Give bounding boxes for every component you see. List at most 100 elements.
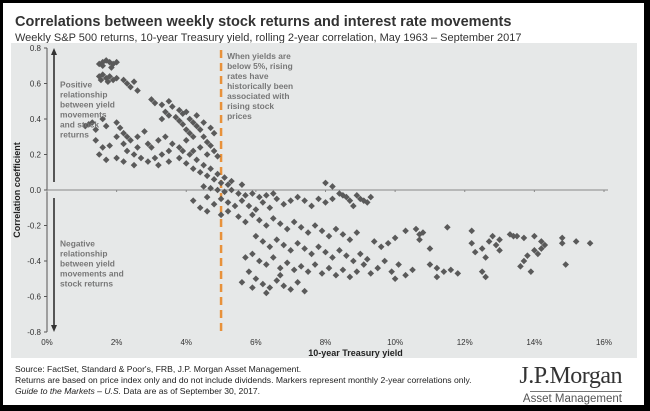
x-tick-label: 12% (457, 338, 473, 347)
data-point (182, 137, 190, 144)
footnote-source: Source: FactSet, Standard & Poor's, FRB,… (15, 364, 302, 374)
data-point (468, 239, 476, 247)
data-point (426, 245, 434, 252)
data-point (224, 199, 232, 206)
data-point (336, 247, 343, 254)
data-point (343, 252, 350, 259)
data-point (106, 142, 113, 149)
y-tick-label: -0.4 (27, 257, 41, 266)
data-point (287, 286, 294, 293)
data-point (179, 121, 187, 128)
data-point (276, 264, 284, 272)
data-point (108, 64, 115, 71)
logo-divider (530, 391, 622, 392)
threshold-annotation-line: rising stock (227, 101, 274, 111)
data-point (130, 78, 138, 86)
x-tick-label: 4% (180, 338, 192, 347)
data-point (165, 147, 173, 155)
data-point (249, 211, 256, 219)
data-point (263, 192, 270, 199)
data-point (322, 248, 329, 256)
data-point (203, 138, 211, 146)
x-tick-label: 14% (526, 338, 542, 347)
data-point (297, 223, 305, 231)
data-point (558, 234, 566, 242)
data-point (496, 247, 503, 254)
data-point (478, 268, 486, 275)
data-point (151, 154, 159, 162)
x-tick-label: 8% (320, 338, 332, 347)
data-point (266, 204, 274, 212)
footnote-returns: Returns are based on price index only an… (15, 375, 472, 385)
data-point (162, 133, 169, 141)
y-tick-label: -0.6 (27, 293, 41, 302)
data-point (169, 103, 176, 110)
data-point (207, 124, 214, 132)
data-point (325, 264, 333, 272)
x-tick-label: 16% (596, 338, 612, 347)
data-point (409, 266, 416, 274)
data-point (182, 126, 190, 133)
data-point (249, 250, 256, 258)
data-point (193, 122, 200, 130)
data-point (210, 147, 218, 155)
data-point (395, 261, 402, 268)
data-point (381, 257, 388, 265)
data-point (360, 261, 368, 268)
data-point (123, 80, 131, 87)
data-point (558, 239, 566, 247)
data-point (492, 241, 500, 249)
data-point (538, 245, 545, 252)
data-point (259, 238, 267, 245)
data-point (263, 222, 270, 229)
data-point (266, 284, 274, 291)
data-point (196, 168, 204, 176)
data-point (388, 268, 395, 275)
data-point (203, 208, 211, 215)
data-point (162, 108, 169, 116)
data-point (189, 119, 197, 126)
data-point (329, 254, 336, 261)
negative-annotation-line: Negative (60, 238, 95, 248)
data-point (169, 140, 176, 148)
y-tick-label: 0.6 (30, 80, 42, 89)
chart-card: Correlations between weekly stock return… (3, 3, 644, 405)
positive-annotation-line: relationship (60, 90, 107, 100)
data-point (562, 261, 570, 268)
data-point (252, 275, 260, 283)
data-point (224, 181, 232, 188)
data-point (113, 58, 120, 66)
data-point (130, 151, 138, 158)
data-point (210, 200, 218, 208)
negative-annotation-line: stock returns (60, 278, 113, 288)
data-point (165, 97, 173, 105)
data-point (182, 108, 190, 116)
data-point (350, 257, 357, 265)
data-point (200, 119, 207, 126)
data-point (346, 236, 354, 243)
data-point (238, 279, 246, 286)
data-point (130, 161, 138, 169)
data-point (144, 140, 152, 148)
data-point (336, 190, 343, 197)
data-point (196, 126, 204, 133)
data-point (363, 255, 371, 263)
data-point (228, 177, 235, 185)
data-point (210, 176, 218, 183)
data-point (193, 112, 200, 119)
data-point (339, 192, 347, 199)
data-point (283, 225, 291, 233)
data-point (419, 229, 427, 236)
data-point (367, 193, 375, 201)
data-point (294, 279, 301, 286)
data-point (263, 261, 270, 268)
threshold-annotation-line: When yields are (227, 51, 291, 61)
data-point (120, 129, 127, 137)
footnote-returns-text: Returns are based on price index only an… (15, 375, 472, 385)
data-point (116, 124, 124, 132)
chart-subtitle: Weekly S&P 500 returns, 10-year Treasury… (15, 32, 522, 44)
data-point (363, 199, 371, 206)
data-point (120, 158, 127, 165)
data-point (200, 133, 207, 141)
data-point (329, 183, 336, 190)
